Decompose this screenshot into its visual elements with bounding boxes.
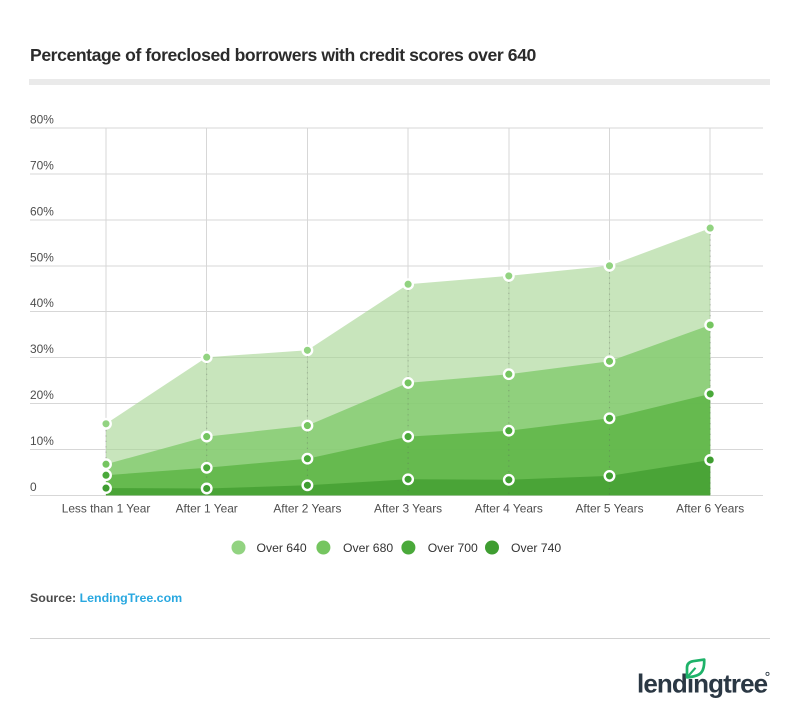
svg-text:Less than 1 Year: Less than 1 Year — [62, 502, 151, 516]
svg-text:Over 640: Over 640 — [257, 541, 307, 555]
svg-text:70%: 70% — [30, 158, 54, 172]
svg-text:80%: 80% — [30, 113, 54, 127]
svg-text:50%: 50% — [30, 250, 54, 264]
svg-text:Over 700: Over 700 — [428, 541, 478, 555]
svg-text:60%: 60% — [30, 204, 54, 218]
svg-text:Over 740: Over 740 — [511, 541, 561, 555]
svg-text:After 1 Year: After 1 Year — [176, 502, 238, 516]
svg-text:After 5 Years: After 5 Years — [575, 502, 643, 516]
svg-text:After 3 Years: After 3 Years — [374, 502, 442, 516]
svg-text:10%: 10% — [30, 434, 54, 448]
svg-text:30%: 30% — [30, 342, 54, 356]
svg-text:0: 0 — [30, 480, 37, 494]
svg-text:After 2 Years: After 2 Years — [273, 502, 341, 516]
svg-text:After 4 Years: After 4 Years — [475, 502, 543, 516]
svg-text:Over 680: Over 680 — [343, 541, 393, 555]
svg-text:After 6 Years: After 6 Years — [676, 502, 744, 516]
svg-text:lendıngtree: lendıngtree — [637, 669, 768, 699]
svg-text:40%: 40% — [30, 296, 54, 310]
svg-text:20%: 20% — [30, 388, 54, 402]
